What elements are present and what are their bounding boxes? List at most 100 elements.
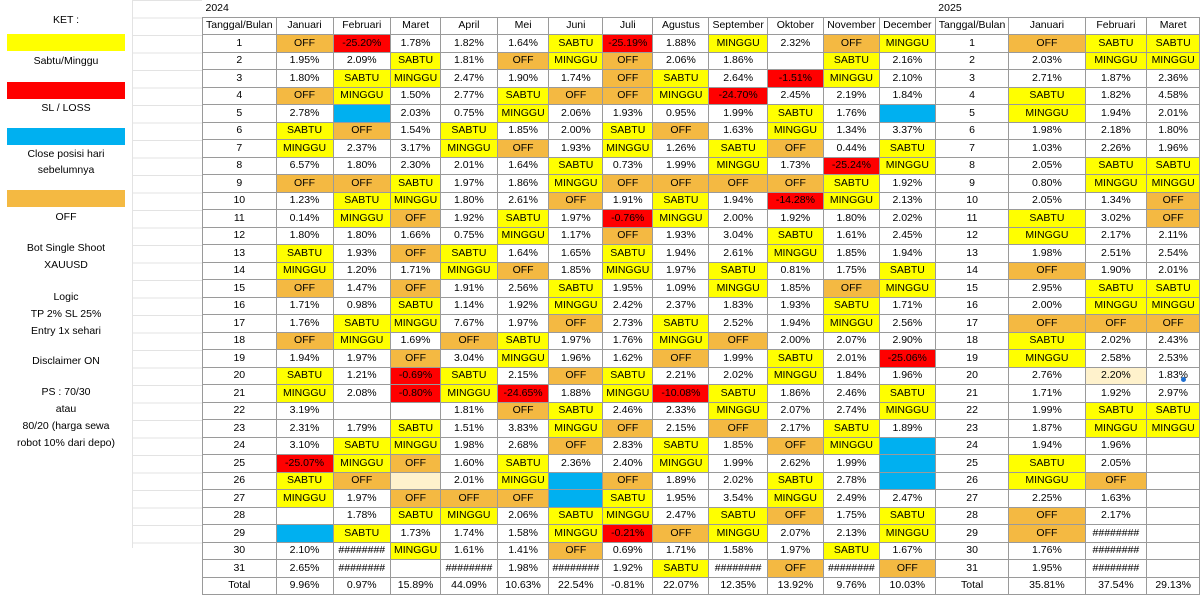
sheet-cell[interactable]: SABTU	[389, 174, 442, 193]
sheet-cell[interactable]: OFF	[1146, 314, 1200, 333]
sheet-cell[interactable]: 1.95%	[275, 51, 334, 70]
sheet-cell[interactable]: -14.28%	[766, 191, 824, 210]
sheet-cell[interactable]: 1.93%	[652, 226, 710, 245]
sheet-cell[interactable]: 1.87%	[1008, 419, 1086, 438]
sheet-cell[interactable]: 1.85%	[548, 261, 604, 280]
sheet-cell[interactable]: 1.97%	[652, 261, 710, 280]
sheet-cell[interactable]: SABTU	[708, 384, 768, 403]
sheet-cell[interactable]: 1.82%	[1084, 86, 1148, 105]
sheet-cell[interactable]: MINGGU	[766, 366, 824, 385]
sheet-cell[interactable]	[766, 51, 824, 70]
sheet-cell[interactable]: -25.19%	[602, 34, 654, 53]
sheet-cell[interactable]: 1.67%	[878, 541, 936, 560]
sheet-cell[interactable]: 1.89%	[878, 419, 936, 438]
sheet-cell[interactable]	[878, 454, 936, 473]
sheet-cell[interactable]: SABTU	[496, 86, 550, 105]
sheet-cell[interactable]: OFF	[1084, 471, 1148, 490]
sheet-cell[interactable]: 1.99%	[1008, 401, 1086, 420]
sheet-cell[interactable]: 1.47%	[332, 279, 391, 298]
sheet-cell[interactable]: 1.99%	[652, 156, 710, 175]
sheet-cell[interactable]: 1.85%	[822, 244, 880, 263]
sheet-cell[interactable]: 2.83%	[602, 436, 654, 455]
sheet-cell[interactable]: 1.93%	[766, 296, 824, 315]
sheet-cell[interactable]: SABTU	[1146, 279, 1200, 298]
sheet-cell[interactable]: 1.99%	[822, 454, 880, 473]
sheet-cell[interactable]: MINGGU	[1008, 471, 1086, 490]
sheet-cell[interactable]: SABTU	[548, 34, 604, 53]
sheet-cell[interactable]: 1.82%	[440, 34, 498, 53]
sheet-cell[interactable]: 2.47%	[878, 489, 936, 508]
sheet-cell[interactable]: OFF	[602, 69, 654, 88]
sheet-cell[interactable]: 1.98%	[1008, 121, 1086, 140]
sheet-cell[interactable]: 1.21%	[332, 366, 391, 385]
sheet-cell[interactable]: 2.16%	[878, 51, 936, 70]
sheet-cell[interactable]: OFF	[652, 524, 710, 543]
sheet-cell[interactable]: MINGGU	[1008, 349, 1086, 368]
total-value[interactable]: 0.97%	[332, 576, 391, 595]
sheet-cell[interactable]: 2.10%	[878, 69, 936, 88]
sheet-cell[interactable]: 1.58%	[708, 541, 768, 560]
sheet-cell[interactable]: 1.99%	[708, 349, 768, 368]
sheet-cell[interactable]: OFF	[332, 174, 391, 193]
sheet-cell[interactable]: -0.69%	[389, 366, 442, 385]
sheet-cell[interactable]: MINGGU	[275, 139, 334, 158]
sheet-cell[interactable]: 2.06%	[548, 104, 604, 123]
sheet-cell[interactable]: OFF	[496, 139, 550, 158]
sheet-cell[interactable]: 2.36%	[548, 454, 604, 473]
sheet-cell[interactable]: 2.65%	[275, 559, 334, 578]
sheet-cell[interactable]: SABTU	[548, 506, 604, 525]
sheet-cell[interactable]: 1.63%	[708, 121, 768, 140]
sheet-cell[interactable]: 2.73%	[602, 314, 654, 333]
sheet-cell[interactable]: 2.02%	[708, 471, 768, 490]
sheet-cell[interactable]: OFF	[708, 419, 768, 438]
sheet-cell[interactable]: SABTU	[822, 541, 880, 560]
sheet-cell[interactable]	[275, 524, 334, 543]
sheet-cell[interactable]: OFF	[389, 349, 442, 368]
sheet-cell[interactable]: 2.49%	[822, 489, 880, 508]
total-value[interactable]: 35.81%	[1008, 576, 1086, 595]
sheet-cell[interactable]: MINGGU	[1008, 104, 1086, 123]
sheet-cell[interactable]: 1.90%	[1084, 261, 1148, 280]
sheet-cell[interactable]: 1.93%	[548, 139, 604, 158]
sheet-cell[interactable]: OFF	[548, 314, 604, 333]
sheet-cell[interactable]: SABTU	[1084, 279, 1148, 298]
sheet-cell[interactable]: 3.04%	[708, 226, 768, 245]
sheet-cell[interactable]: SABTU	[1008, 331, 1086, 350]
sheet-cell[interactable]: 2.43%	[1146, 331, 1200, 350]
sheet-cell[interactable]: 2.00%	[766, 331, 824, 350]
sheet-cell[interactable]: OFF	[548, 436, 604, 455]
sheet-cell[interactable]: 1.61%	[440, 541, 498, 560]
sheet-cell[interactable]: OFF	[822, 34, 880, 53]
sheet-cell[interactable]: SABTU	[275, 121, 334, 140]
total-value[interactable]: 37.54%	[1084, 576, 1148, 595]
sheet-cell[interactable]: 1.94%	[652, 244, 710, 263]
sheet-cell[interactable]: MINGGU	[708, 34, 768, 53]
sheet-cell[interactable]: SABTU	[822, 174, 880, 193]
sheet-cell[interactable]: 1.88%	[548, 384, 604, 403]
sheet-cell[interactable]: 2.06%	[496, 506, 550, 525]
sheet-cell[interactable]: 1.95%	[652, 489, 710, 508]
sheet-cell[interactable]: 2.45%	[878, 226, 936, 245]
total-value[interactable]: 29.13%	[1146, 576, 1200, 595]
sheet-cell[interactable]: 2.17%	[1084, 226, 1148, 245]
sheet-cell[interactable]: 2.31%	[275, 419, 334, 438]
sheet-cell[interactable]: 1.03%	[1008, 139, 1086, 158]
sheet-cell[interactable]: SABTU	[389, 51, 442, 70]
sheet-cell[interactable]: MINGGU	[1146, 174, 1200, 193]
sheet-cell[interactable]: 2.74%	[822, 401, 880, 420]
sheet-cell[interactable]: 2.00%	[1008, 296, 1086, 315]
sheet-cell[interactable]: SABTU	[708, 506, 768, 525]
sheet-cell[interactable]: 2.37%	[332, 139, 391, 158]
sheet-cell[interactable]: 2.01%	[822, 349, 880, 368]
sheet-cell[interactable]: 2.17%	[1084, 506, 1148, 525]
sheet-cell[interactable]: SABTU	[652, 69, 710, 88]
sheet-cell[interactable]: OFF	[766, 139, 824, 158]
sheet-cell[interactable]: OFF	[766, 174, 824, 193]
sheet-cell[interactable]: 0.69%	[602, 541, 654, 560]
sheet-cell[interactable]: 1.92%	[602, 559, 654, 578]
sheet-cell[interactable]: 2.11%	[1146, 226, 1200, 245]
sheet-cell[interactable]: 3.02%	[1084, 209, 1148, 228]
sheet-cell[interactable]: 1.09%	[652, 279, 710, 298]
sheet-cell[interactable]: SABTU	[1146, 401, 1200, 420]
sheet-cell[interactable]: MINGGU	[548, 419, 604, 438]
